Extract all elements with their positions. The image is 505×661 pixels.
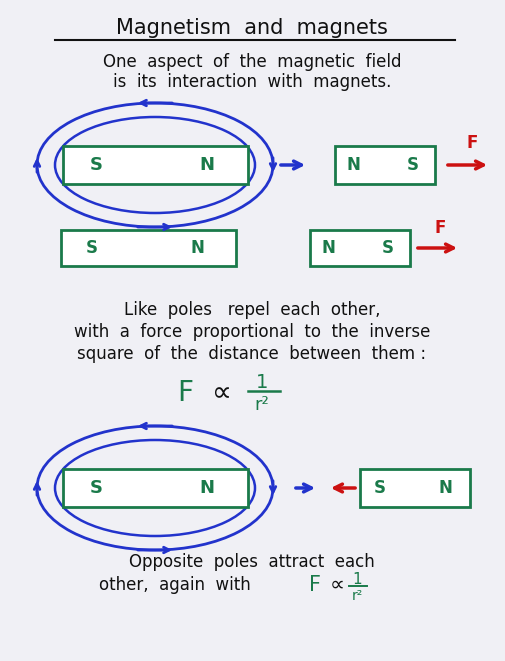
Text: square  of  the  distance  between  them :: square of the distance between them :	[77, 345, 427, 363]
Text: S: S	[382, 239, 394, 257]
Text: F: F	[309, 575, 321, 595]
Text: 1: 1	[256, 373, 268, 393]
Text: F: F	[434, 219, 446, 237]
Bar	[360, 469, 470, 507]
Text: with  a  force  proportional  to  the  inverse: with a force proportional to the inverse	[74, 323, 430, 341]
Text: S: S	[89, 479, 103, 497]
Text: other,  again  with: other, again with	[99, 576, 251, 594]
Bar	[310, 230, 410, 266]
Text: N: N	[321, 239, 335, 257]
Text: S: S	[407, 156, 419, 174]
Bar	[335, 146, 435, 184]
Text: N: N	[190, 239, 204, 257]
Text: is  its  interaction  with  magnets.: is its interaction with magnets.	[113, 73, 391, 91]
Text: N: N	[346, 156, 360, 174]
Text: S: S	[374, 479, 386, 497]
Bar	[63, 146, 247, 184]
Text: Magnetism  and  magnets: Magnetism and magnets	[116, 18, 388, 38]
Text: N: N	[199, 156, 214, 174]
Bar	[63, 469, 247, 507]
Text: r²: r²	[255, 396, 269, 414]
Text: One  aspect  of  the  magnetic  field: One aspect of the magnetic field	[103, 53, 401, 71]
Text: ∝: ∝	[212, 379, 232, 407]
Text: r²: r²	[351, 589, 363, 603]
Text: N: N	[439, 479, 453, 497]
Text: N: N	[199, 479, 214, 497]
Text: S: S	[86, 239, 98, 257]
Text: F: F	[466, 134, 478, 152]
Text: Opposite  poles  attract  each: Opposite poles attract each	[129, 553, 375, 571]
Text: F: F	[177, 379, 193, 407]
Text: ∝: ∝	[330, 575, 344, 595]
Text: S: S	[89, 156, 103, 174]
Text: 1: 1	[352, 572, 362, 588]
Text: Like  poles   repel  each  other,: Like poles repel each other,	[124, 301, 380, 319]
Bar	[61, 230, 235, 266]
